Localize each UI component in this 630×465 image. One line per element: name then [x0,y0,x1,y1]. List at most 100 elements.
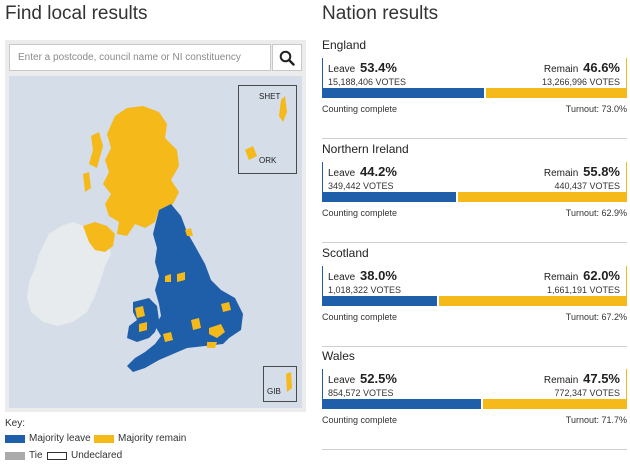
orkney-islands[interactable] [245,146,257,160]
bar-midpoint-marker [483,88,486,98]
shetland-orkney-inset[interactable]: SHET ORK [238,85,297,174]
gibraltar-inset[interactable]: GIB [263,366,297,402]
leave-label: Leave [328,272,356,283]
counting-status: Counting complete [322,415,398,425]
nation-result-england[interactable]: England Leave 53.4% Remain 46.6% 15,188,… [322,38,627,139]
bar-midpoint-marker [436,296,439,306]
search-button[interactable] [272,44,302,71]
search-icon [279,50,295,66]
hebrides-islands[interactable] [89,132,103,168]
result-bar [322,88,627,98]
scotland-region[interactable] [103,106,179,236]
nation-name: Scotland [322,246,369,260]
tie-swatch [5,451,25,460]
key-title: Key: [5,418,26,429]
liverpool-remain-area[interactable] [165,274,171,282]
leave-tick [322,162,323,192]
turnout: Turnout: 62.9% [565,208,627,218]
remain-tick [626,58,627,88]
gibraltar[interactable] [286,372,292,392]
leave-bar-fill [322,399,483,409]
remain-votes: 772,347 VOTES [554,388,620,398]
shetland-label: SHET [259,92,281,101]
turnout: Turnout: 71.7% [565,415,627,425]
oxford-remain-area[interactable] [191,318,201,330]
leave-label-line: Leave 53.4% [328,60,397,75]
local-results-panel: SHET ORK GIB [5,40,306,412]
leave-tick [322,266,323,296]
nation-result-wales[interactable]: Wales Leave 52.5% Remain 47.5% 854,572 V… [322,349,627,450]
leave-bar-fill [322,192,457,202]
leave-percent: 38.0% [360,268,397,283]
remain-percent: 47.5% [583,371,620,386]
uk-map[interactable] [9,76,302,408]
remain-label-line: Remain 47.5% [544,371,620,386]
london-remain-area[interactable] [209,324,225,338]
leave-label-line: Leave 38.0% [328,268,397,283]
nation-name: England [322,38,367,52]
leave-label: Leave [328,375,356,386]
ireland-landmass [27,222,111,326]
result-figures: Leave 52.5% Remain 47.5% 854,572 VOTES 7… [322,367,627,399]
brighton-remain-area[interactable] [207,342,217,348]
leave-label: Leave [328,168,356,179]
remain-percent: 62.0% [583,268,620,283]
remain-percent: 46.6% [583,60,620,75]
remain-label-line: Remain 55.8% [544,164,620,179]
wales-remain-area-2[interactable] [139,322,147,332]
search-box [9,44,271,71]
leave-tick [322,369,323,399]
leave-percent: 53.4% [360,60,397,75]
nation-name: Wales [322,349,355,363]
leave-swatch [5,434,25,443]
leave-bar-fill [322,296,438,306]
hebrides-south[interactable] [83,172,91,192]
turnout: Turnout: 67.2% [565,312,627,322]
search-input[interactable] [10,45,270,70]
remain-tick [626,369,627,399]
nation-results-heading: Nation results [322,3,439,24]
results-map[interactable]: SHET ORK GIB [9,76,302,408]
result-figures: Leave 38.0% Remain 62.0% 1,018,322 VOTES… [322,264,627,296]
leave-bar-fill [322,88,485,98]
key-item-tie: Tie [5,450,43,461]
nation-result-northern-ireland[interactable]: Northern Ireland Leave 44.2% Remain 55.8… [322,142,627,243]
leave-label: Leave [328,64,356,75]
counting-status: Counting complete [322,208,398,218]
nation-result-scotland[interactable]: Scotland Leave 38.0% Remain 62.0% 1,018,… [322,246,627,347]
result-figures: Leave 53.4% Remain 46.6% 15,188,406 VOTE… [322,56,627,88]
shetland-islands[interactable] [279,96,287,122]
key-item-leave: Majority leave [5,433,91,444]
remain-label: Remain [543,168,579,179]
key-item-remain: Majority remain [94,433,186,444]
remain-percent: 55.8% [583,164,620,179]
key-label-tie: Tie [29,450,43,461]
england-region[interactable] [127,204,243,372]
leave-percent: 44.2% [360,164,397,179]
manchester-remain-area[interactable] [177,272,185,282]
bar-midpoint-marker [455,192,458,202]
bar-midpoint-marker [481,399,484,409]
key-label-leave: Majority leave [29,433,91,444]
leave-votes: 854,572 VOTES [328,388,394,398]
remain-votes: 440,437 VOTES [554,181,620,191]
wales-region[interactable] [127,298,159,342]
newcastle-remain-area[interactable] [185,228,193,236]
result-bar [322,399,627,409]
turnout: Turnout: 73.0% [565,104,627,114]
nation-name: Northern Ireland [322,142,409,156]
bristol-remain-area[interactable] [163,332,173,342]
cambridge-remain-area[interactable] [221,302,231,312]
leave-votes: 1,018,322 VOTES [328,285,402,295]
counting-status: Counting complete [322,104,398,114]
northern-ireland-region[interactable] [83,222,115,252]
result-bar [322,296,627,306]
orkney-label: ORK [259,156,277,165]
remain-label-line: Remain 62.0% [544,268,620,283]
counting-status: Counting complete [322,312,398,322]
wales-remain-area-1[interactable] [135,306,145,318]
gibraltar-label: GIB [267,387,281,396]
find-local-results-heading: Find local results [5,3,148,24]
leave-votes: 349,442 VOTES [328,181,394,191]
remain-votes: 1,661,191 VOTES [546,285,620,295]
